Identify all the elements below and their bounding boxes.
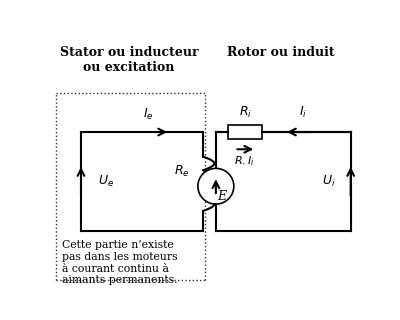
Text: $R_i$: $R_i$ bbox=[239, 105, 252, 120]
Text: Cette partie n’existe
pas dans les moteurs
à courant continu à
aimants permanent: Cette partie n’existe pas dans les moteu… bbox=[62, 240, 178, 285]
Bar bbox=[228, 125, 262, 139]
Ellipse shape bbox=[198, 168, 234, 204]
Text: Rotor ou induit: Rotor ou induit bbox=[227, 46, 335, 59]
Text: $R.I_i$: $R.I_i$ bbox=[234, 154, 255, 168]
Text: $R_e$: $R_e$ bbox=[174, 164, 190, 179]
Text: $U_e$: $U_e$ bbox=[98, 174, 114, 189]
Text: $I_i$: $I_i$ bbox=[299, 105, 307, 120]
Text: $I_e$: $I_e$ bbox=[143, 107, 154, 122]
Text: E: E bbox=[217, 189, 226, 203]
Text: $U_i$: $U_i$ bbox=[322, 174, 336, 189]
Text: Stator ou inducteur
ou excitation: Stator ou inducteur ou excitation bbox=[60, 46, 198, 74]
